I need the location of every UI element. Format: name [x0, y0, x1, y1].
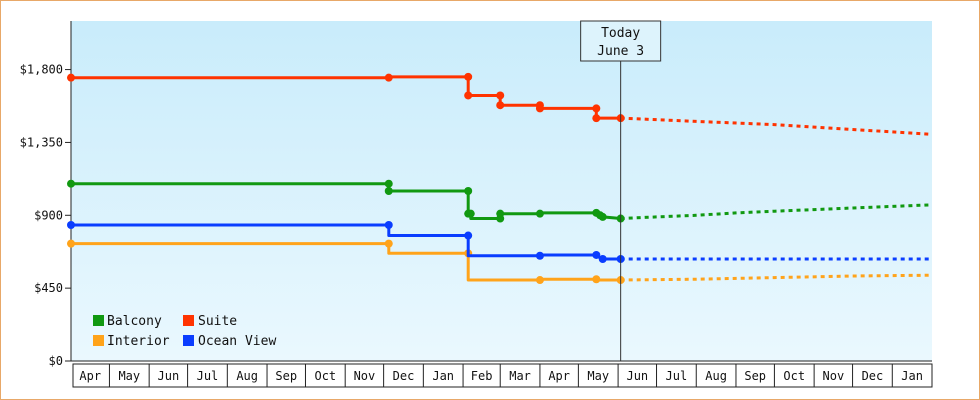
data-point-balcony: [535, 209, 544, 218]
today-marker: Today June 3: [580, 20, 662, 361]
data-point-ocean-view: [598, 255, 607, 263]
forecast-line-balcony: [620, 203, 933, 220]
legend-label-interior: Interior: [107, 334, 170, 349]
legend-swatch-ocean-view: [183, 335, 194, 346]
forecast-line-interior: [620, 273, 933, 282]
legend-label-suite: Suite: [198, 314, 237, 329]
x-tick-label: Aug: [236, 369, 258, 383]
legend-label-ocean-view: Ocean View: [198, 334, 276, 349]
x-tick-label: Jun: [158, 369, 180, 383]
data-point-balcony: [384, 179, 393, 188]
data-point-balcony: [384, 187, 393, 195]
data-point-suite: [464, 72, 473, 81]
data-point-ocean-view: [592, 250, 601, 259]
data-point-interior: [535, 276, 544, 285]
x-axis: Apr May Jun Jul Aug Sep Oct Nov Dec Jan Feb Mar Apr M…: [71, 360, 933, 388]
x-tick-label: Jul: [666, 369, 688, 383]
forecast-line-suite: [620, 116, 933, 136]
data-point-suite: [67, 73, 75, 82]
plot-area: [71, 21, 932, 361]
x-tick-label: Apr: [79, 369, 101, 383]
legend-swatch-suite: [183, 315, 194, 326]
x-tick-label: Nov: [823, 369, 845, 383]
data-point-ocean-view: [384, 221, 393, 229]
y-tick-label: $0: [49, 354, 63, 368]
x-tick-label: Dec: [862, 369, 884, 383]
data-point-ocean-view: [535, 251, 544, 260]
y-tick-label: $450: [34, 281, 63, 295]
x-tick-label: May: [118, 369, 140, 383]
x-tick-label: Jun: [626, 369, 648, 383]
legend-label-balcony: Balcony: [107, 314, 162, 329]
today-box: [580, 20, 662, 62]
y-tick-label: $900: [34, 208, 63, 222]
data-point-balcony: [598, 212, 607, 221]
data-point-suite: [384, 73, 393, 82]
x-tick-label: Oct: [314, 369, 336, 383]
x-tick-label: Oct: [783, 369, 805, 383]
x-tick-label: Sep: [744, 369, 766, 383]
y-axis: $0 $450 $900 $1,350 $1,800: [20, 21, 72, 368]
x-tick-label: Dec: [393, 369, 415, 383]
legend: Balcony Suite Interior Ocean View: [93, 314, 276, 349]
data-point-ocean-view: [464, 231, 473, 240]
y-tick-label: $1,350: [20, 135, 63, 149]
data-point-interior: [384, 239, 393, 248]
data-point-balcony: [464, 187, 473, 195]
y-tick-label: $1,800: [20, 63, 63, 77]
legend-swatch-balcony: [93, 315, 104, 326]
data-point-suite: [496, 91, 505, 100]
x-tick-label: Jul: [197, 369, 219, 383]
data-point-balcony: [466, 209, 475, 218]
data-point-suite: [496, 101, 505, 110]
series-layer: [67, 72, 933, 285]
x-tick-label: May: [587, 369, 609, 383]
x-tick-label: Aug: [705, 369, 727, 383]
legend-swatch-interior: [93, 335, 104, 346]
data-point-ocean-view: [67, 221, 75, 229]
x-tick-label: Jan: [901, 369, 923, 383]
x-tick-label: Nov: [354, 369, 376, 383]
data-point-suite: [464, 91, 473, 100]
data-point-balcony: [67, 179, 75, 188]
data-point-suite: [535, 104, 544, 113]
data-point-balcony: [496, 209, 505, 218]
x-tick-label: Jan: [432, 369, 454, 383]
x-tick-label: Sep: [275, 369, 297, 383]
data-point-suite: [592, 104, 601, 113]
x-axis-band: [72, 363, 933, 388]
x-tick-label: Feb: [471, 369, 493, 383]
data-point-suite: [592, 114, 601, 123]
x-tick-label: Apr: [548, 369, 570, 383]
today-date-label: June 3: [597, 44, 644, 59]
data-point-interior: [67, 239, 75, 248]
today-label: Today: [601, 26, 640, 41]
data-point-interior: [592, 275, 601, 284]
x-tick-label: Mar: [509, 369, 531, 383]
